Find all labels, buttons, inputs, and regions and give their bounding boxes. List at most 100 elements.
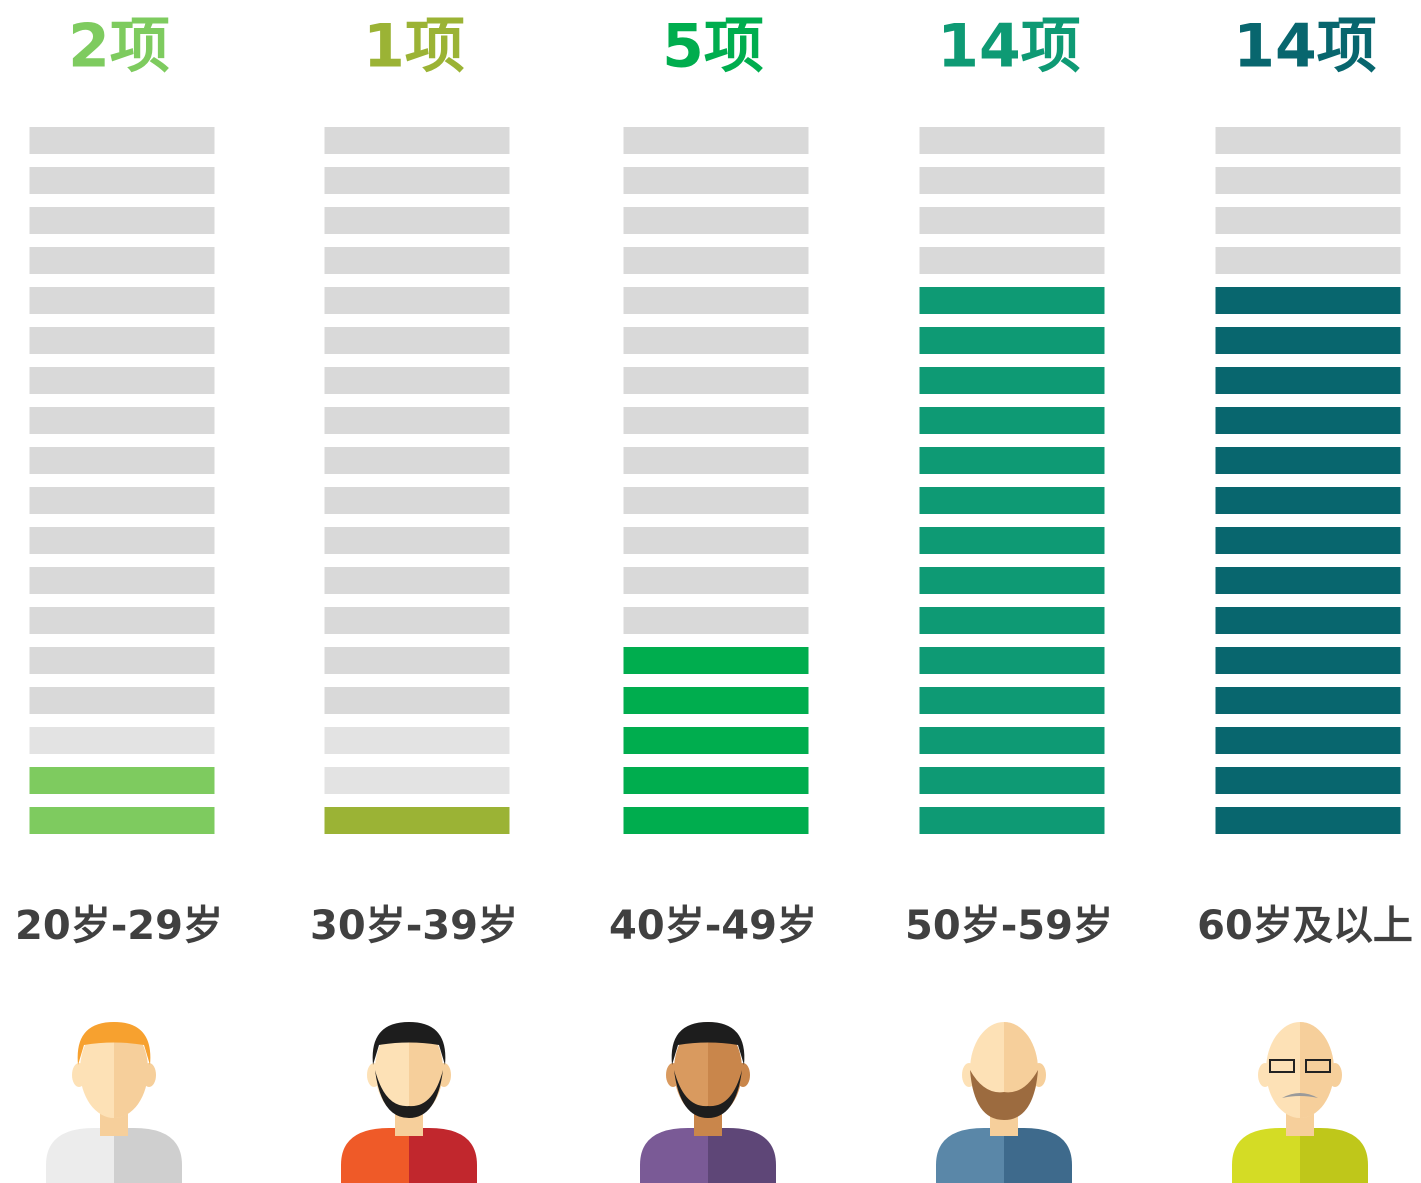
bar-unit [1215,447,1401,474]
avatar-head-shade [1300,1022,1334,1118]
empty-slot [324,247,510,274]
avatar-glasses [1269,1059,1295,1073]
empty-slot [324,687,510,714]
bar-unit [1215,567,1401,594]
empty-slot [324,127,510,154]
empty-slot [324,567,510,594]
empty-slot [324,367,510,394]
bar-unit [919,647,1105,674]
category-label: 50岁-59岁 [905,903,1113,949]
avatar [640,1022,776,1183]
bar-unit [919,567,1105,594]
empty-slot [623,567,809,594]
empty-slot [324,167,510,194]
avatar-body [1004,1128,1072,1183]
bar-unit [623,727,809,754]
bar-unit [1215,407,1401,434]
empty-slot [1215,247,1401,274]
category-label: 30岁-39岁 [310,903,518,949]
empty-slot [1215,207,1401,234]
bar-unit [919,687,1105,714]
avatar-glasses [1305,1059,1331,1073]
value-label: 14项 [937,12,1081,82]
avatar-body [1232,1128,1300,1183]
avatar-beard [674,1070,742,1118]
empty-slot [324,727,510,754]
empty-slot [324,647,510,674]
avatar-hair [671,1022,745,1065]
bar-unit [1215,807,1401,834]
empty-slot [29,727,215,754]
avatar-beard [375,1070,443,1118]
empty-slot [29,527,215,554]
value-label: 1项 [363,12,465,82]
empty-slot [623,287,809,314]
value-label: 14项 [1233,12,1377,82]
avatar-body [114,1128,182,1183]
bar-unit [919,487,1105,514]
empty-slot [324,407,510,434]
bar-unit [623,687,809,714]
avatar [936,1022,1072,1183]
avatar-body [640,1128,708,1183]
empty-slot [324,607,510,634]
bar-unit [1215,327,1401,354]
avatar-mustache [1282,1093,1318,1098]
avatar [1232,1022,1368,1183]
avatar-body [708,1128,776,1183]
bar-unit [623,767,809,794]
category-label: 20岁-29岁 [15,903,223,949]
category-label: 40岁-49岁 [609,903,817,949]
bar-unit [919,767,1105,794]
avatar-body [936,1128,1004,1183]
bar-unit [919,447,1105,474]
empty-slot [623,247,809,274]
empty-slot [29,407,215,434]
empty-slot [324,327,510,354]
bar-unit [1215,687,1401,714]
value-label: 2项 [68,12,170,82]
bar-unit [919,407,1105,434]
empty-slot [623,527,809,554]
bar-unit [919,367,1105,394]
avatar-ear [142,1063,156,1087]
bar-unit [1215,287,1401,314]
empty-slot [324,487,510,514]
empty-slot [919,167,1105,194]
empty-slot [1215,167,1401,194]
empty-slot [623,327,809,354]
bar-unit [324,807,510,834]
bar-unit [29,767,215,794]
empty-slot [29,327,215,354]
empty-slot [29,647,215,674]
empty-slot [324,447,510,474]
empty-slot [29,567,215,594]
empty-slot [919,207,1105,234]
bar-unit [623,647,809,674]
bar-unit [919,327,1105,354]
empty-slot [29,247,215,274]
category-label: 60岁及以上 [1197,903,1413,949]
bar-unit [919,607,1105,634]
empty-slot [623,367,809,394]
avatar-body [341,1128,409,1183]
empty-slot [29,287,215,314]
empty-slot [29,687,215,714]
avatar-body [1300,1128,1368,1183]
bar-unit [1215,527,1401,554]
empty-slot [29,207,215,234]
empty-slot [623,607,809,634]
avatar-body [46,1128,114,1183]
empty-slot [623,487,809,514]
empty-slot [919,247,1105,274]
empty-slot [29,447,215,474]
empty-slot [623,407,809,434]
avatar [46,1022,182,1183]
avatar-hair [77,1022,151,1065]
bar-unit [1215,647,1401,674]
empty-slot [919,127,1105,154]
bar-unit [1215,367,1401,394]
empty-slot [29,607,215,634]
empty-slot [29,367,215,394]
